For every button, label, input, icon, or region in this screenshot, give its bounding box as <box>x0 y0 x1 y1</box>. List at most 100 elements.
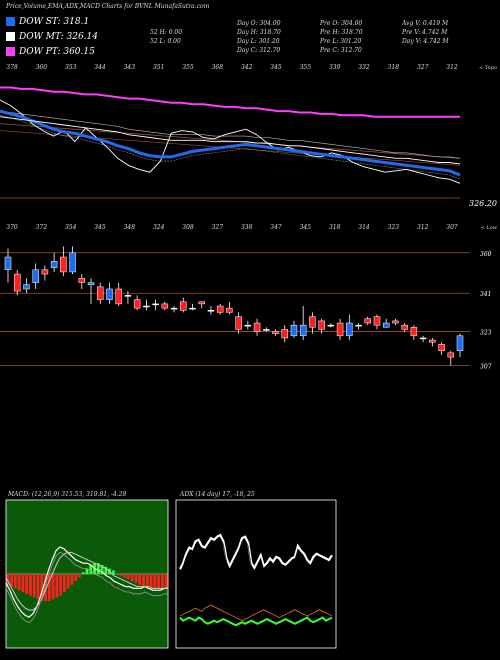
stat-avg-volume: Avg V: 0.419 M <box>402 20 449 27</box>
macd-histogram-bar <box>149 574 153 589</box>
candle-body <box>336 322 344 337</box>
macd-histogram-bar <box>78 574 81 578</box>
legend: DOW ST: 318.1 DOW MT: 326.14 DOW PT: 360… <box>6 15 98 58</box>
adx-frame <box>175 499 337 649</box>
candle-top-label: 345 <box>94 224 106 231</box>
ema-top-label: 327 <box>417 64 429 71</box>
candle-top-label: 354 <box>65 224 77 231</box>
stat-day-volume: Day V: 4.742 M <box>402 38 449 45</box>
candle-top-label: 327 <box>212 224 224 231</box>
candle-body <box>23 284 30 290</box>
macd-histogram-bar <box>36 574 40 600</box>
legend-swatch-pt <box>6 47 15 56</box>
candle-body <box>318 320 325 330</box>
macd-histogram-bar <box>44 574 47 601</box>
macd-histogram-bar <box>119 574 123 576</box>
candle-body <box>447 352 455 358</box>
candle-right-label: < Low <box>481 225 498 231</box>
candle-top-label: 312 <box>417 224 429 231</box>
candle-top-label: 345 <box>300 224 312 231</box>
legend-item-st: DOW ST: 318.1 <box>6 15 98 28</box>
legend-swatch-st <box>6 17 15 26</box>
stat-pre-open: Pre O: 304.00 <box>320 20 363 27</box>
candle-body <box>327 324 335 327</box>
candle-body <box>96 286 104 300</box>
legend-label-pt: DOW PT: 360.15 <box>19 46 95 57</box>
stat-pre-high: Pre H: 318.70 <box>320 29 363 36</box>
candlestick-panel: 370 372 354 345 348 324 308 327 338 347 345 318 314 3… <box>0 224 498 371</box>
candle-body <box>13 273 21 292</box>
ema-right-label: < Topo <box>479 65 497 71</box>
adx-title: ADX (14 day) 17, -18, 25 <box>179 491 255 498</box>
adx-panel: ADX (14 day) 17, -18, 25 <box>175 491 337 649</box>
candle-top-label: 307 <box>446 224 458 231</box>
candle-top-label: 308 <box>182 224 194 231</box>
legend-item-mt: DOW MT: 326.14 <box>6 30 98 43</box>
candle-body <box>290 324 298 337</box>
ema-top-label: 344 <box>94 64 106 71</box>
candle-body <box>78 278 86 283</box>
candle-y-label: 360 <box>480 251 492 258</box>
candle-y-label: 341 <box>480 291 491 298</box>
ema-top-label: 312 <box>446 64 458 71</box>
candle-body <box>401 324 408 330</box>
candle-body <box>50 261 58 268</box>
candle-body <box>133 299 141 309</box>
ema-top-label: 318 <box>388 64 400 71</box>
stat-pre-low: Pre L: 301.20 <box>320 38 362 45</box>
candle-body <box>355 324 362 327</box>
ema-envelope-upper <box>0 110 461 159</box>
candle-body <box>152 303 159 306</box>
candle-body <box>115 288 122 305</box>
ema-series-price <box>0 99 461 184</box>
chart-title: Price,Volume,EMA,ADX,MACD Charts for BVN… <box>6 3 153 10</box>
candle-body <box>244 324 252 327</box>
candle-body <box>364 318 372 324</box>
ema-series-st <box>0 109 461 177</box>
ema-top-label: 360 <box>36 64 48 71</box>
candle-top-label: 323 <box>388 224 400 231</box>
macd-histogram-bar <box>25 574 29 594</box>
stat-pre-volume: Pre V: 4.742 M <box>402 29 448 36</box>
macd-histogram-bar <box>89 565 93 574</box>
macd-histogram-bar <box>32 574 36 598</box>
legend-item-pt: DOW PT: 360.15 <box>6 45 98 58</box>
macd-histogram-bar <box>74 574 78 582</box>
adx-minus-di <box>179 604 333 622</box>
ema-series-mt <box>0 116 461 165</box>
stats-col-volume: Avg V: 0.419 M Pre V: 4.742 M Day V: 4.7… <box>402 19 449 46</box>
stat-pre-close: Pre C: 312.70 <box>320 47 362 54</box>
stat-day-high: Day H: 318.70 <box>237 29 281 36</box>
candle-body <box>32 269 39 283</box>
macd-histogram-bar <box>111 570 115 574</box>
ema-top-label: 355 <box>300 64 312 71</box>
candle-body <box>226 307 233 313</box>
macd-line <box>5 546 168 618</box>
macd-histogram-bar <box>160 574 164 589</box>
candle-y-label: 323 <box>480 330 492 337</box>
ema-top-label: 342 <box>241 64 253 71</box>
macd-histogram-bar <box>59 574 63 596</box>
macd-histogram-bar <box>40 574 44 601</box>
ema-top-label: 353 <box>65 64 77 71</box>
adx-line <box>179 533 333 570</box>
candle-body <box>69 252 76 273</box>
candle-body <box>281 329 288 339</box>
macd-histogram-bar <box>138 574 142 585</box>
candle-body <box>235 316 242 330</box>
ema-brown-line-upper <box>0 123 461 159</box>
candle-body <box>253 322 261 332</box>
macd-histogram-bar <box>96 563 100 574</box>
candle-body <box>429 339 436 343</box>
candle-body <box>161 303 169 309</box>
ema-series-pt <box>0 86 460 118</box>
candle-body <box>419 337 427 340</box>
candle-body <box>143 305 150 308</box>
ema-top-label: 378 <box>6 64 18 71</box>
macd-histogram-bar <box>70 574 74 585</box>
macd-histogram-bar <box>127 574 130 580</box>
candle-body <box>373 316 381 326</box>
macd-histogram-bar <box>51 574 55 600</box>
stat-52h: 52 H: 0.00 <box>150 29 183 36</box>
